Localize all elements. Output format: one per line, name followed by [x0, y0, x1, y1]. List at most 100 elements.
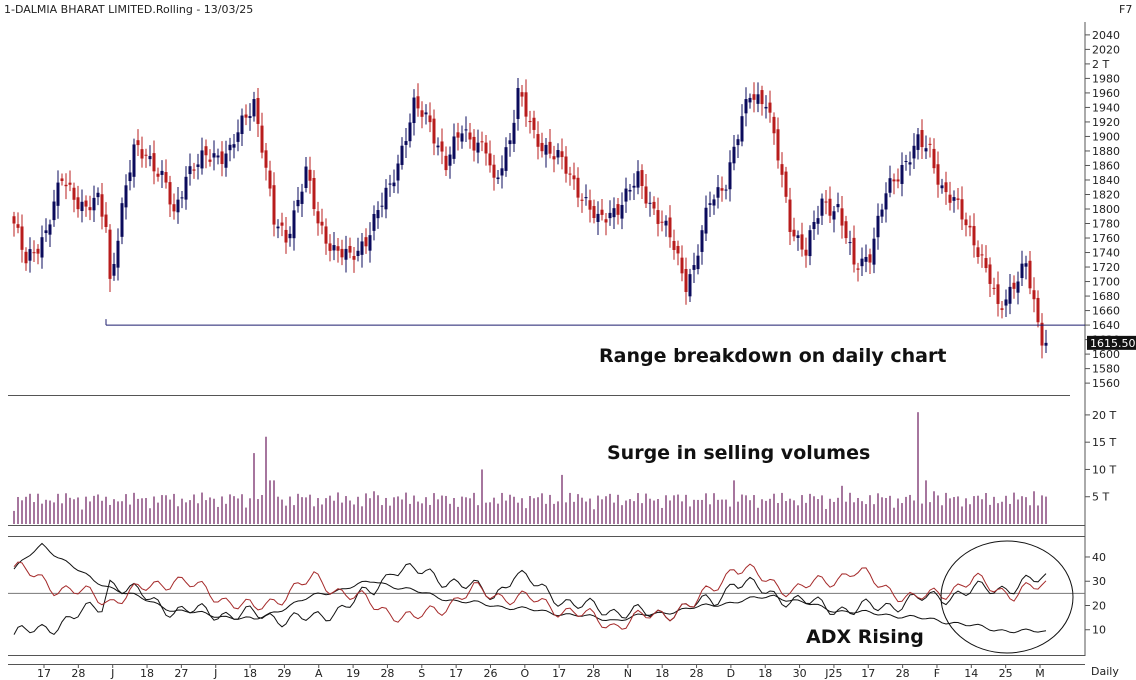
x-tick-label: 29	[277, 667, 291, 680]
x-tick-label: 28	[587, 667, 601, 680]
candle-body	[364, 237, 368, 247]
candle-body	[28, 249, 32, 261]
candle-body	[916, 134, 920, 150]
candle-body	[592, 206, 596, 219]
x-tick-label: 18	[758, 667, 772, 680]
candle-body	[692, 265, 696, 270]
candle-body	[212, 153, 216, 158]
candle-body	[16, 224, 20, 228]
last-price-box	[1087, 335, 1136, 350]
candle-body	[860, 258, 864, 267]
candle-body	[936, 164, 940, 185]
candle-body	[820, 198, 824, 216]
candle-body	[196, 164, 200, 167]
candle-body	[756, 94, 760, 104]
x-tick-label: 28	[896, 667, 910, 680]
candle-body	[300, 191, 304, 204]
candle-body	[984, 258, 988, 269]
candle-body	[948, 194, 952, 203]
candle-body	[772, 116, 776, 134]
candle-body	[676, 245, 680, 254]
candle-body	[108, 229, 112, 279]
candle-body	[1044, 342, 1048, 346]
candle-body	[616, 204, 620, 215]
candle-body	[920, 130, 924, 148]
candle-body	[328, 243, 332, 251]
candle-body	[876, 215, 880, 238]
price-tick-label: 1680	[1092, 290, 1120, 303]
candle-body	[348, 245, 352, 253]
candle-body	[472, 136, 476, 151]
x-tick-label: 19	[346, 667, 360, 680]
adx-y-axis: 40 30 20 10	[8, 551, 1106, 637]
candle-body	[952, 197, 956, 201]
candle-body	[72, 187, 76, 200]
candle-body	[800, 234, 804, 250]
candle-body	[88, 207, 92, 211]
candle-body	[896, 179, 900, 182]
candle-body	[824, 201, 828, 203]
last-price-value: 1615.50	[1090, 337, 1136, 350]
candle-body	[128, 172, 132, 182]
candle-body	[48, 224, 52, 235]
candle-body	[1028, 260, 1032, 289]
candle-body	[488, 153, 492, 166]
candle-body	[316, 211, 320, 224]
candle-body	[868, 254, 872, 263]
candle-body	[972, 226, 976, 246]
x-tick-label: 18	[243, 667, 257, 680]
candle-body	[516, 88, 520, 119]
candle-body	[988, 264, 992, 284]
x-tick-label: 17	[552, 667, 566, 680]
candle-body	[836, 204, 840, 208]
volume-y-axis: 20 T 15 T 10 T 5 T	[1085, 409, 1116, 504]
candle-body	[1008, 286, 1012, 304]
candle-body	[696, 255, 700, 270]
candle-body	[144, 154, 148, 156]
candle-body	[580, 199, 584, 201]
candle-body	[368, 235, 372, 251]
candle-body	[1016, 281, 1020, 293]
candle-body	[980, 254, 984, 256]
candle-body	[656, 210, 660, 224]
candle-body	[344, 248, 348, 260]
candle-body	[996, 284, 1000, 304]
candle-body	[884, 193, 888, 210]
x-tick-label: S	[418, 667, 425, 680]
candle-body	[112, 264, 116, 276]
chart-title: 1-DALMIA BHARAT LIMITED.Rolling - 13/03/…	[4, 3, 253, 16]
candle-body	[340, 248, 344, 258]
candle-body	[120, 203, 124, 237]
candle-body	[336, 246, 340, 251]
candle-body	[924, 148, 928, 152]
candle-body	[1036, 297, 1040, 323]
price-tick-label: 1840	[1092, 174, 1120, 187]
candle-body	[136, 140, 140, 146]
x-tick-label: 17	[861, 667, 875, 680]
x-tick-label: 18	[655, 667, 669, 680]
candle-body	[524, 92, 528, 117]
candle-body	[148, 156, 152, 160]
price-tick-label: 1780	[1092, 218, 1120, 231]
minus-di-line	[13, 561, 1047, 630]
candle-body	[708, 203, 712, 205]
plus-di-line	[13, 563, 1047, 636]
x-tick-label: M	[1035, 667, 1045, 680]
candle-body	[520, 92, 524, 97]
candle-body	[600, 209, 604, 215]
candle-body	[816, 218, 820, 224]
volume-tick-label: 15 T	[1092, 436, 1116, 449]
candle-body	[848, 242, 852, 244]
candle-body	[680, 257, 684, 274]
adx-tick-label: 10	[1092, 624, 1106, 637]
candle-body	[320, 221, 324, 226]
x-tick-label: 25	[999, 667, 1013, 680]
candle-body	[636, 171, 640, 188]
candle-body	[228, 144, 232, 151]
shortcut-label: F7	[1119, 3, 1132, 16]
candle-body	[236, 132, 240, 142]
candle-body	[252, 99, 256, 117]
price-tick-label: 1600	[1092, 348, 1120, 361]
candle-body	[844, 221, 848, 239]
